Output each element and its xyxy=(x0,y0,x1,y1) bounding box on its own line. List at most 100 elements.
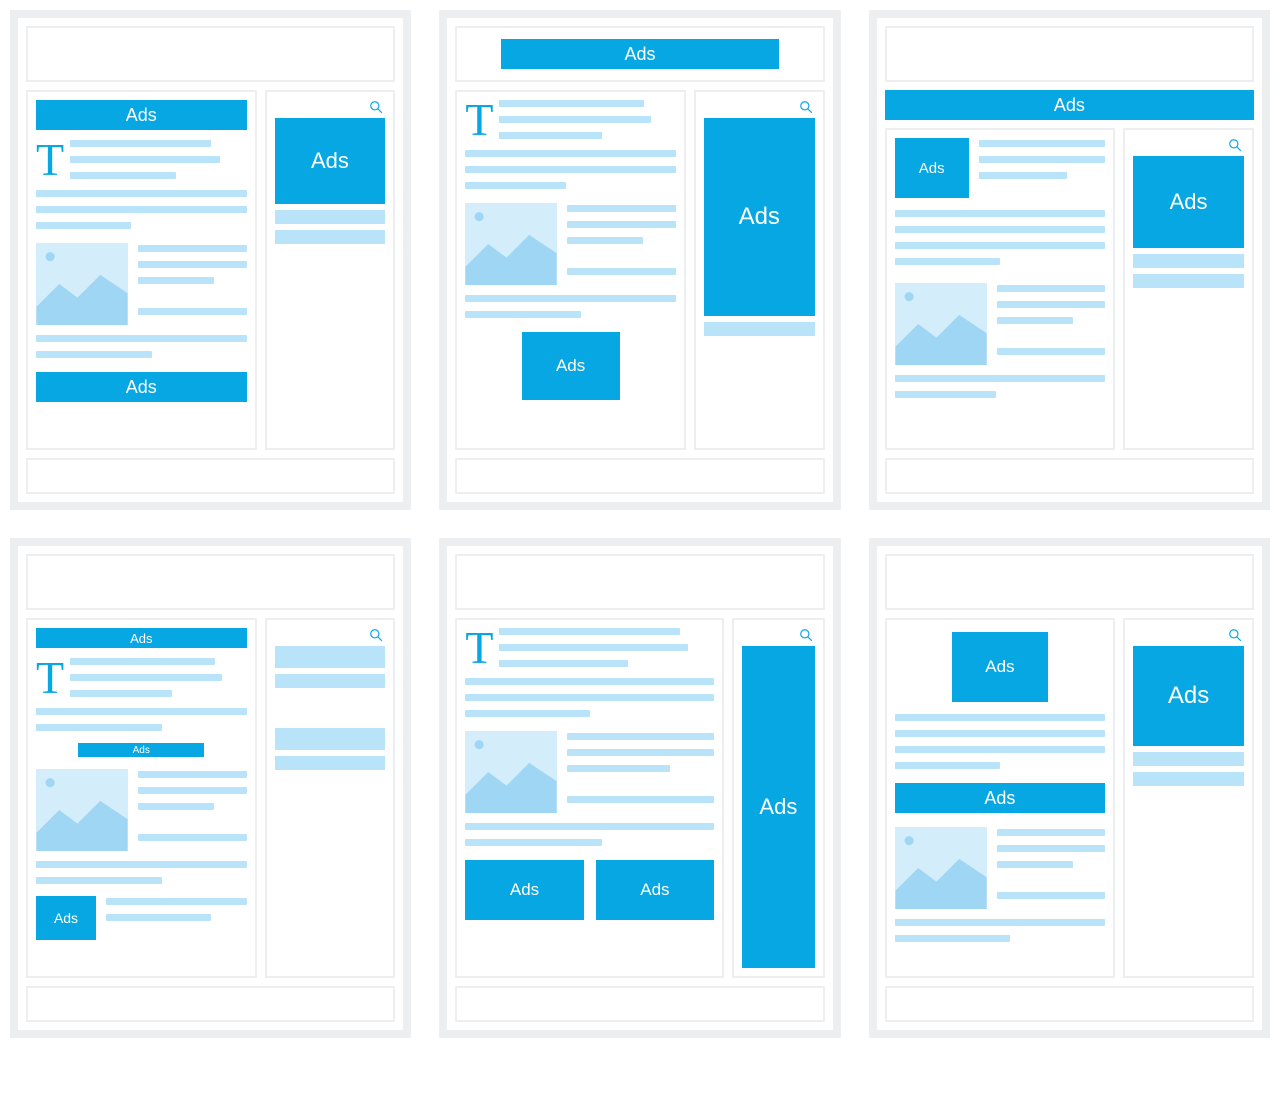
sidebar-strip xyxy=(275,210,386,224)
ad-main-top-banner[interactable]: Ads xyxy=(36,100,247,130)
sidebar-strip xyxy=(1133,274,1244,288)
text-line xyxy=(979,172,1068,179)
main-column: Ads T xyxy=(26,90,257,450)
header-bar xyxy=(455,554,824,610)
search-icon[interactable] xyxy=(275,100,386,118)
ad-header-leaderboard[interactable]: Ads xyxy=(501,39,779,69)
dropcap: T xyxy=(465,100,493,140)
search-icon[interactable] xyxy=(742,628,815,646)
image-placeholder xyxy=(465,203,557,285)
text-line xyxy=(465,166,676,173)
text-line xyxy=(895,242,1106,249)
text-line xyxy=(567,221,676,228)
sidebar: Ads xyxy=(732,618,825,978)
sidebar-strip xyxy=(275,646,386,668)
ad-bottom-square-right[interactable]: Ads xyxy=(596,860,714,920)
image-placeholder xyxy=(36,243,128,325)
text-line xyxy=(465,710,589,717)
text-line xyxy=(138,787,247,794)
ad-main-mid-banner[interactable]: Ads xyxy=(895,783,1106,813)
ad-bottom-square-left[interactable]: Ads xyxy=(465,860,583,920)
ad-main-top-thin[interactable]: Ads xyxy=(36,628,247,648)
text-line xyxy=(997,285,1106,292)
text-line xyxy=(499,100,644,107)
ad-sidebar-skyscraper[interactable]: Ads xyxy=(742,646,815,968)
text-line xyxy=(138,834,247,841)
search-icon[interactable] xyxy=(1133,138,1244,156)
footer-bar xyxy=(885,458,1254,494)
text-line xyxy=(465,839,602,846)
text-line xyxy=(36,335,247,342)
ad-sidebar-square[interactable]: Ads xyxy=(1133,156,1244,248)
text-line xyxy=(465,311,581,318)
text-line xyxy=(465,150,676,157)
main-column: Ads T Ads xyxy=(26,618,257,978)
ad-content-square[interactable]: Ads xyxy=(522,332,620,400)
text-line xyxy=(997,301,1106,308)
text-line xyxy=(465,678,714,685)
text-line xyxy=(567,733,714,740)
sidebar-strip xyxy=(275,756,386,770)
text-line xyxy=(138,261,247,268)
layout-1: Ads T xyxy=(10,10,411,510)
header-bar: Ads xyxy=(455,26,824,82)
ad-main-bottom-banner[interactable]: Ads xyxy=(36,372,247,402)
text-line xyxy=(138,803,214,810)
text-line xyxy=(895,762,1000,769)
text-line xyxy=(499,644,688,651)
sidebar xyxy=(265,618,396,978)
search-icon[interactable] xyxy=(704,100,815,118)
main-column: T xyxy=(455,618,724,978)
main-column: Ads xyxy=(885,128,1116,450)
ad-inline-square-left[interactable]: Ads xyxy=(895,138,969,198)
text-line xyxy=(36,861,247,868)
sidebar-strip xyxy=(1133,772,1244,786)
text-line xyxy=(499,116,651,123)
footer-bar xyxy=(26,986,395,1022)
image-placeholder xyxy=(465,731,557,813)
header-bar xyxy=(26,554,395,610)
text-line xyxy=(70,658,215,665)
text-line xyxy=(36,206,247,213)
footer-bar xyxy=(455,458,824,494)
layout-2: Ads T xyxy=(439,10,840,510)
text-line xyxy=(997,861,1073,868)
text-line xyxy=(138,308,247,315)
text-line xyxy=(499,132,601,139)
text-line xyxy=(895,935,1011,942)
image-placeholder xyxy=(36,769,128,851)
text-line xyxy=(895,919,1106,926)
text-line xyxy=(106,914,211,921)
sidebar: Ads xyxy=(1123,618,1254,978)
ad-bottom-left-square[interactable]: Ads xyxy=(36,896,96,940)
text-line xyxy=(567,765,670,772)
text-line xyxy=(499,660,628,667)
footer-bar xyxy=(26,458,395,494)
sidebar: Ads xyxy=(1123,128,1254,450)
ad-content-micro-banner[interactable]: Ads xyxy=(78,743,204,757)
text-line xyxy=(567,749,714,756)
text-line xyxy=(567,796,714,803)
text-line xyxy=(36,877,162,884)
text-line xyxy=(465,182,566,189)
header-bar xyxy=(885,26,1254,82)
text-line xyxy=(895,226,1106,233)
text-line xyxy=(997,317,1073,324)
ad-below-header-banner[interactable]: Ads xyxy=(885,90,1254,120)
ad-main-upper-square[interactable]: Ads xyxy=(952,632,1048,702)
search-icon[interactable] xyxy=(275,628,386,646)
sidebar: Ads xyxy=(694,90,825,450)
layouts-grid: Ads T xyxy=(10,10,1270,1038)
ad-sidebar-large-square[interactable]: Ads xyxy=(1133,646,1244,746)
layout-4: Ads T Ads xyxy=(10,538,411,1038)
ad-sidebar-tall[interactable]: Ads xyxy=(704,118,815,316)
search-icon[interactable] xyxy=(1133,628,1244,646)
sidebar-strip xyxy=(704,322,815,336)
footer-bar xyxy=(455,986,824,1022)
text-line xyxy=(895,391,996,398)
sidebar-strip xyxy=(275,674,386,688)
ad-sidebar-square[interactable]: Ads xyxy=(275,118,386,204)
header-bar xyxy=(885,554,1254,610)
text-line xyxy=(70,172,176,179)
text-line xyxy=(567,237,643,244)
